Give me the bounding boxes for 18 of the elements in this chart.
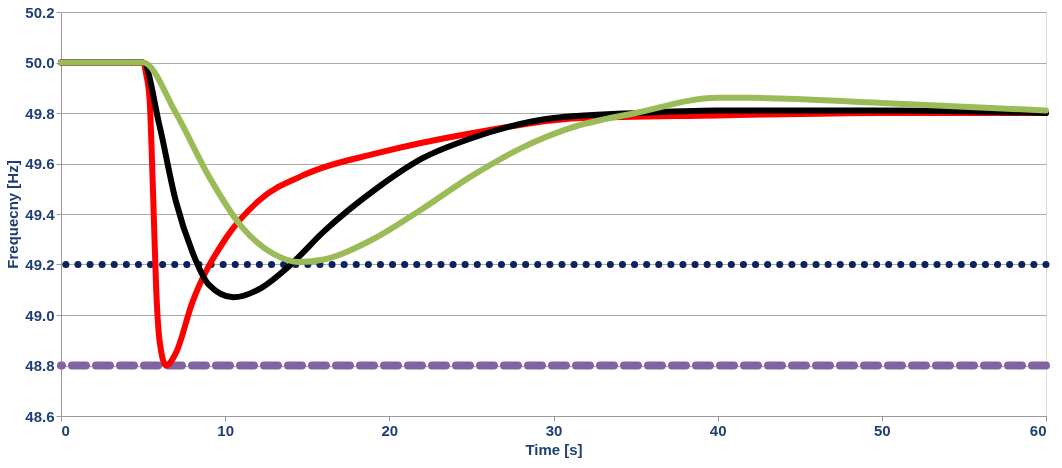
y-tick-label: 49.6 <box>25 155 55 172</box>
y-tick-label: 49.4 <box>25 205 56 223</box>
y-tick-label: 49.2 <box>25 256 55 273</box>
y-tick-label: 50.0 <box>25 54 55 71</box>
x-tick-label: 20 <box>381 421 399 439</box>
x-tick-label: 60 <box>1029 421 1047 439</box>
y-tick-label: 48.8 <box>25 357 55 374</box>
x-tick-label: 40 <box>709 421 727 439</box>
x-tick-label: 30 <box>545 421 563 439</box>
y-tick-label: 50.2 <box>25 3 55 21</box>
y-tick-label: 49.0 <box>25 306 55 324</box>
x-axis-title: Time [s] <box>525 440 583 458</box>
y-tick-label: 49.8 <box>25 104 55 122</box>
x-tick-label: 0 <box>61 421 70 439</box>
x-tick-label: 50 <box>873 421 891 439</box>
x-tick-label: 10 <box>217 421 235 439</box>
y-tick-label: 48.6 <box>25 407 55 425</box>
y-axis-title: Frequecny [Hz] <box>4 160 22 269</box>
